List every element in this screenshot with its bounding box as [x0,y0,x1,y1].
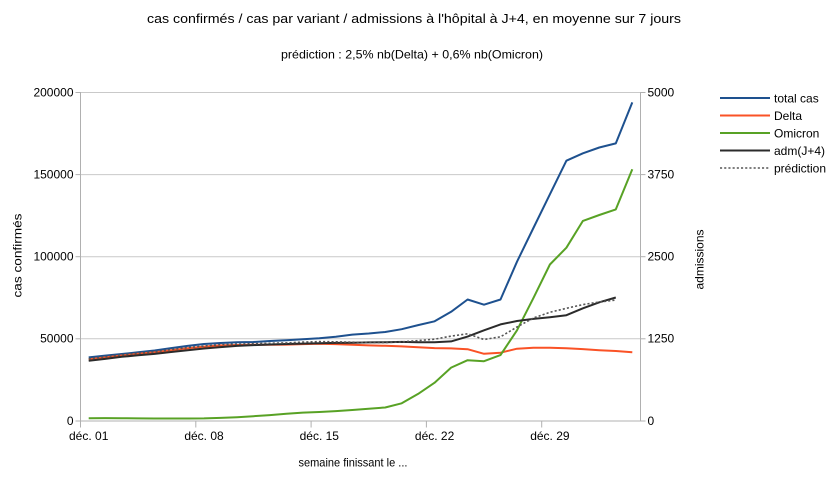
svg-text:déc. 01: déc. 01 [69,429,109,443]
svg-text:Delta: Delta [774,109,802,123]
svg-text:5000: 5000 [648,85,675,99]
svg-text:1250: 1250 [648,332,675,346]
svg-text:déc. 15: déc. 15 [300,429,340,443]
svg-text:prédiction: prédiction [774,161,826,175]
svg-text:0: 0 [648,414,655,428]
svg-text:3750: 3750 [648,168,675,182]
svg-text:semaine finissant le ...: semaine finissant le ... [299,456,408,470]
svg-text:déc. 08: déc. 08 [184,429,224,443]
svg-text:total cas: total cas [774,91,819,105]
svg-text:admissions: admissions [693,229,707,289]
svg-text:Omicron: Omicron [774,126,819,140]
svg-text:cas confirmés: cas confirmés [11,214,25,298]
svg-text:100000: 100000 [33,250,73,264]
svg-text:cas confirmés / cas par varian: cas confirmés / cas par variant / admiss… [147,11,681,26]
svg-text:prédiction : 2,5% nb(Delta) +: prédiction : 2,5% nb(Delta) + 0,6% nb(Om… [281,47,543,61]
svg-text:150000: 150000 [33,168,73,182]
svg-text:adm(J+4): adm(J+4) [774,144,825,158]
svg-text:50000: 50000 [40,332,74,346]
svg-text:200000: 200000 [33,85,73,99]
svg-text:déc. 22: déc. 22 [415,429,455,443]
svg-text:2500: 2500 [648,250,675,264]
svg-text:0: 0 [67,414,74,428]
svg-text:déc. 29: déc. 29 [530,429,570,443]
